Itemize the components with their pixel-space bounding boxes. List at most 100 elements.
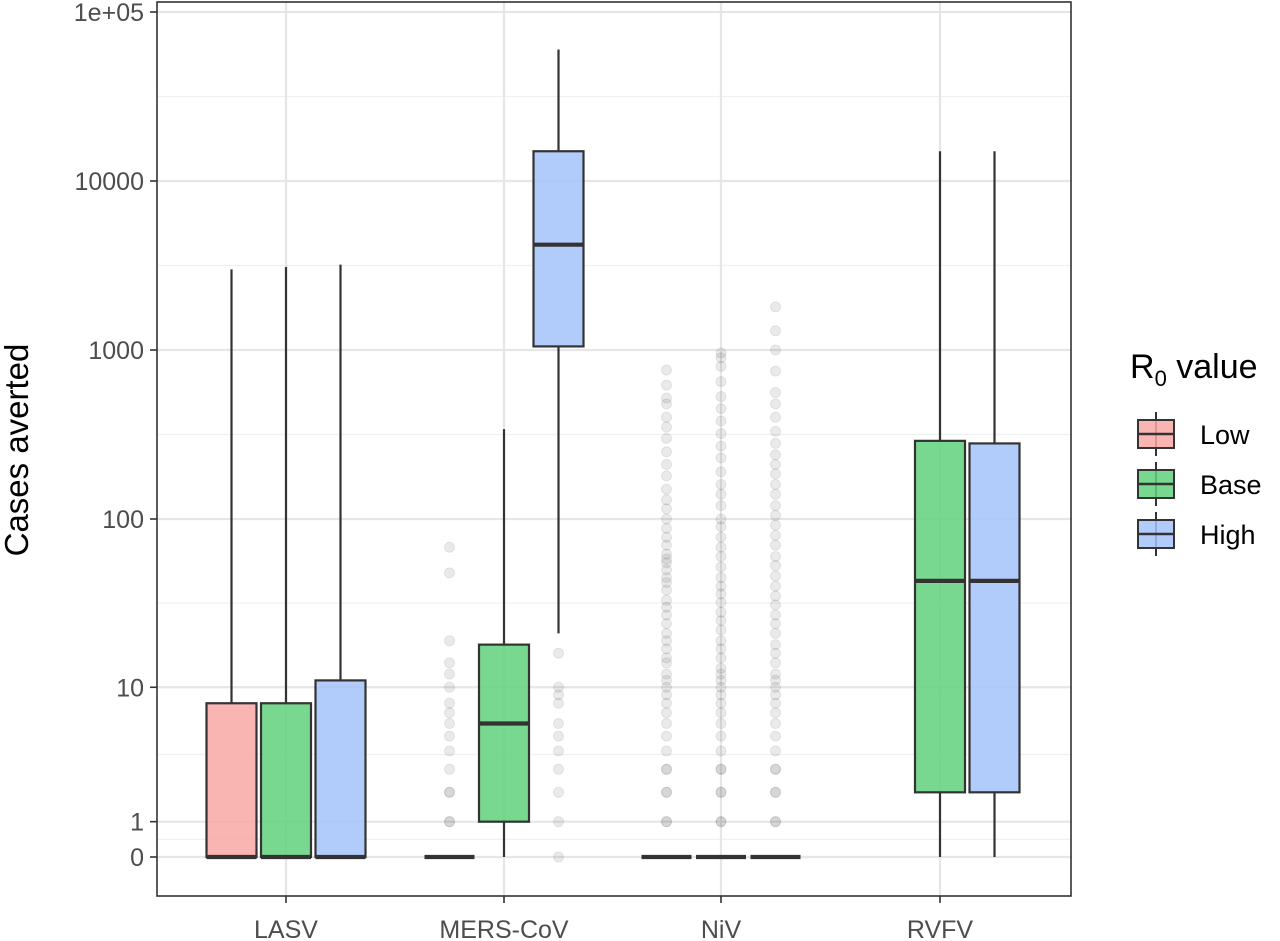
- outlier-point: [661, 513, 672, 525]
- outlier-point: [770, 301, 781, 313]
- outlier-point: [770, 609, 781, 621]
- outlier-point: [661, 618, 672, 630]
- legend-title-r: R: [1130, 348, 1155, 386]
- outlier-point: [661, 689, 672, 701]
- outlier-point: [715, 376, 727, 388]
- outlier-point: [661, 548, 672, 560]
- outlier-point: [715, 707, 727, 719]
- outlier-point: [770, 639, 781, 651]
- outlier-point: [715, 681, 727, 693]
- outlier-point: [715, 561, 727, 573]
- outlier-point: [661, 643, 672, 655]
- outlier-point: [715, 816, 727, 828]
- outlier-point: [770, 590, 781, 602]
- outlier-point: [553, 647, 564, 659]
- outlier-point: [661, 674, 672, 686]
- outlier-point: [770, 745, 781, 757]
- outlier-point: [661, 816, 672, 828]
- outlier-point: [715, 624, 727, 636]
- outlier-point: [661, 745, 672, 757]
- outlier-point: [553, 697, 564, 709]
- outlier-point: [444, 541, 455, 553]
- outlier-point: [661, 786, 672, 798]
- outlier-point: [715, 415, 727, 427]
- outlier-point: [770, 325, 781, 337]
- outlier-point: [715, 615, 727, 627]
- outlier-point: [770, 468, 781, 480]
- outlier-point: [661, 730, 672, 742]
- outlier-point: [715, 816, 727, 828]
- outlier-point: [444, 816, 455, 828]
- outlier-point: [715, 588, 727, 600]
- outlier-point: [553, 816, 564, 828]
- outlier-point: [661, 522, 672, 534]
- outlier-point: [715, 352, 727, 364]
- outlier-point: [661, 601, 672, 613]
- outlier-point: [661, 668, 672, 680]
- box-body: [532, 150, 585, 348]
- outlier-point: [553, 689, 564, 701]
- outlier-point: [715, 360, 727, 372]
- outlier-point: [715, 452, 727, 464]
- outlier-point: [661, 584, 672, 596]
- outlier-point: [444, 786, 455, 798]
- outlier-point: [661, 432, 672, 444]
- outlier-point: [770, 488, 781, 500]
- outlier-point: [661, 707, 672, 719]
- outlier-point: [661, 697, 672, 709]
- box-body: [913, 439, 967, 794]
- outlier-point: [715, 466, 727, 478]
- outlier-point: [661, 411, 672, 423]
- outlier-point: [553, 718, 564, 730]
- box-body: [477, 643, 531, 823]
- outlier-point: [661, 494, 672, 506]
- box-lasv-low: [205, 269, 258, 860]
- outlier-point: [661, 483, 672, 495]
- outlier-point: [661, 539, 672, 551]
- x-tick-label: NiV: [701, 916, 742, 941]
- legend: R0 value Low Base High: [1130, 348, 1262, 556]
- legend-item-base: Base: [1137, 462, 1262, 506]
- y-tick-label: 0: [130, 844, 144, 872]
- outlier-point: [661, 421, 672, 433]
- outlier-point: [770, 479, 781, 491]
- outlier-point: [770, 707, 781, 719]
- outlier-point: [553, 730, 564, 742]
- box-body: [968, 442, 1021, 794]
- outlier-point: [661, 786, 672, 798]
- box-body: [259, 702, 313, 859]
- outlier-point: [444, 681, 455, 693]
- outlier-point: [770, 674, 781, 686]
- outlier-point: [444, 730, 455, 742]
- outlier-point: [715, 488, 727, 500]
- outlier-point: [770, 500, 781, 512]
- y-tick-label: 1000: [88, 337, 144, 365]
- outlier-point: [444, 786, 455, 798]
- outlier-point: [770, 398, 781, 410]
- outlier-point: [770, 425, 781, 437]
- outlier-point: [770, 387, 781, 399]
- outlier-point: [715, 347, 727, 359]
- outlier-point: [770, 763, 781, 775]
- outlier-point: [770, 618, 781, 630]
- outlier-point: [661, 609, 672, 621]
- legend-label: Base: [1200, 470, 1262, 500]
- outlier-point: [661, 763, 672, 775]
- outlier-point: [715, 541, 727, 553]
- outlier-point: [444, 697, 455, 709]
- outlier-point: [770, 689, 781, 701]
- outlier-point: [444, 657, 455, 669]
- y-tick-label: 100: [102, 506, 144, 534]
- outlier-point: [770, 647, 781, 659]
- outlier-point: [770, 681, 781, 693]
- x-tick-label: RVFV: [907, 916, 974, 941]
- outlier-point: [661, 470, 672, 482]
- outlier-point: [770, 786, 781, 798]
- outlier-point: [715, 730, 727, 742]
- outlier-point: [770, 529, 781, 541]
- legend-title-rest: value: [1167, 348, 1258, 386]
- legend-title-subscript: 0: [1155, 366, 1167, 391]
- outlier-point: [661, 816, 672, 828]
- outlier-point: [770, 519, 781, 531]
